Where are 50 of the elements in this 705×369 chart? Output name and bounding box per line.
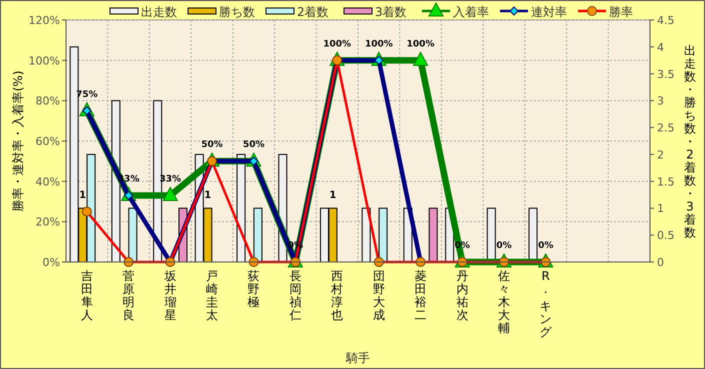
x-tick-label: 荻野極	[248, 269, 260, 309]
y2-tick-label: 2.5	[657, 122, 674, 135]
x-tick-label: 西村淳也	[330, 269, 344, 322]
data-label: 0%	[496, 241, 512, 251]
data-label: 0%	[538, 241, 554, 251]
x-tick-label: 丹内祐次	[456, 269, 468, 322]
legend-label: 出走数	[141, 5, 177, 19]
x-tick-label: 佐々木大輔	[498, 269, 510, 335]
y2-tick-label: 3.5	[657, 68, 674, 81]
x-tick-label: 団野大成	[372, 269, 385, 322]
y2-tick-label: 2	[657, 148, 664, 162]
y-tick-label: 80%	[36, 94, 60, 108]
y-axis-title: 勝率・連対率・入着率(%)	[11, 70, 25, 212]
x-tick-label: 吉田隼人	[80, 269, 93, 322]
y-tick-label: 40%	[36, 175, 60, 188]
y-tick-label: 100%	[28, 54, 60, 68]
x-tick-label: 菅原明良	[122, 269, 135, 322]
data-label: 50%	[242, 140, 264, 150]
legend-label: 連対率	[531, 5, 567, 19]
x-tick-label: 坂井瑠星	[163, 269, 176, 322]
data-label: 1	[79, 190, 86, 202]
x-axis-title: 騎手	[345, 351, 370, 365]
y2-tick-label: 3	[657, 94, 664, 108]
y-tick-label: 20%	[36, 216, 60, 229]
y-tick-label: 0%	[42, 256, 60, 269]
y2-tick-label: 0.5	[657, 229, 674, 242]
x-tick-label: R. キング	[540, 269, 553, 339]
legend-label: 2着数	[297, 5, 329, 19]
y2-tick-label: 1.5	[657, 175, 674, 188]
data-label: 100%	[364, 39, 393, 50]
x-tick-label: 長岡禎仁	[288, 269, 302, 322]
legend-label: 入着率	[453, 5, 489, 19]
data-label: 1	[204, 190, 212, 202]
legend-label: 勝ち数	[219, 5, 255, 19]
data-label: 50%	[201, 140, 223, 150]
x-tick-label: 戸崎圭太	[206, 269, 218, 322]
data-label: 0%	[288, 241, 304, 251]
data-label: 100%	[323, 39, 352, 50]
y2-tick-label: 4	[657, 40, 664, 54]
data-label: 100%	[406, 39, 434, 50]
y2-tick-label: 0	[657, 256, 664, 269]
y2-tick-label: 1	[657, 202, 664, 216]
y2-tick-label: 4.5	[657, 14, 674, 27]
legend-label: 勝率	[609, 5, 633, 19]
data-label: 1	[329, 190, 336, 202]
text: 出走数・勝ち数・2着数・3着数	[684, 44, 696, 240]
x-tick-label: 菱田裕二	[414, 269, 427, 322]
y-tick-label: 60%	[36, 135, 60, 148]
legend-label: 3着数	[375, 5, 407, 19]
y-tick-label: 120%	[28, 14, 60, 27]
